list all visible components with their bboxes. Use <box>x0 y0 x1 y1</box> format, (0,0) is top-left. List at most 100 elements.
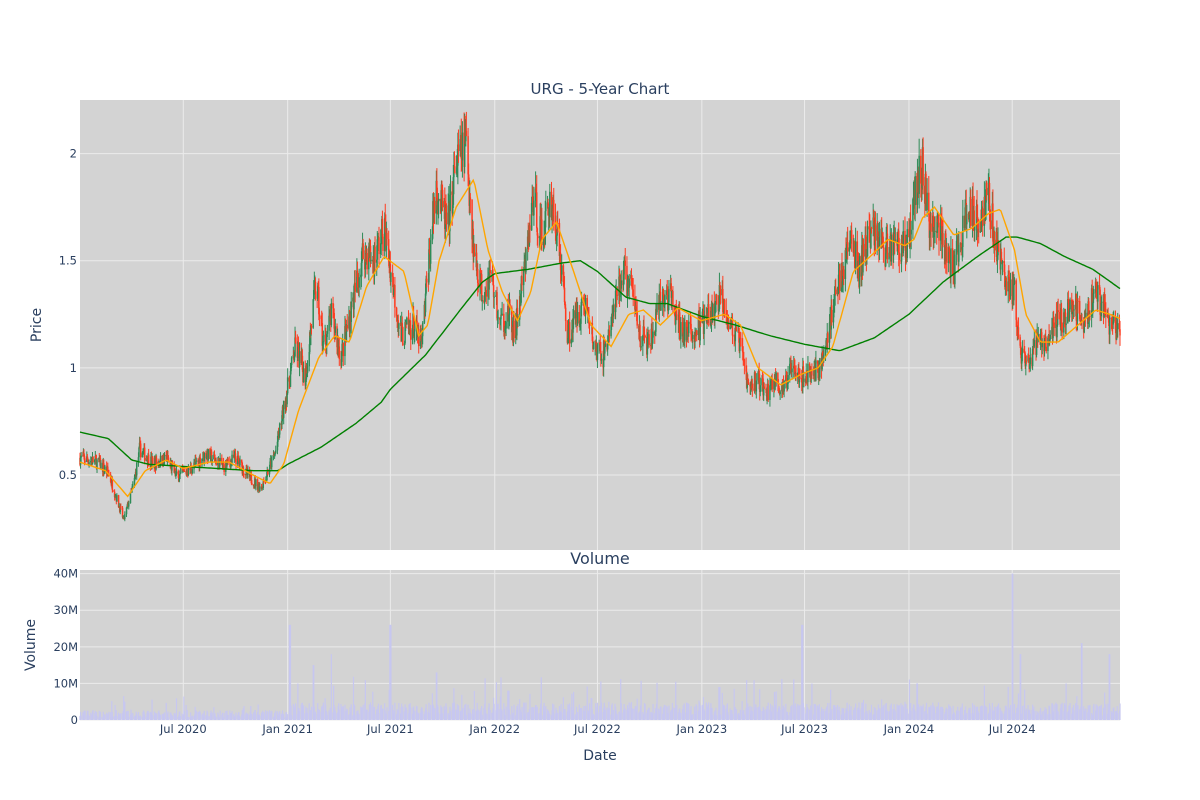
price-y-tick-label: 1.5 <box>59 254 77 268</box>
volume-bar <box>422 711 424 720</box>
candle-body <box>119 506 122 512</box>
volume-bar <box>477 709 479 720</box>
candle-body <box>628 278 630 288</box>
volume-bar <box>733 688 735 720</box>
candle-body <box>600 358 603 361</box>
candle-body <box>383 217 386 251</box>
volume-y-tick-label: 20M <box>53 640 78 654</box>
candle-body <box>631 281 633 288</box>
candle-body <box>876 223 879 239</box>
volume-bar <box>326 714 328 720</box>
candle-body <box>547 202 549 216</box>
candle-body <box>1119 329 1121 336</box>
candle-body <box>453 166 456 168</box>
volume-bar <box>1007 686 1009 720</box>
volume-bar <box>333 685 335 720</box>
candle-body <box>934 230 936 232</box>
candle-body <box>133 477 136 486</box>
candle-body <box>522 269 525 286</box>
candle-body <box>974 225 976 231</box>
candle-body <box>662 288 665 296</box>
volume-bar <box>221 712 224 720</box>
candle-body <box>849 235 852 241</box>
candle-body <box>276 441 279 451</box>
candle-body <box>848 247 851 252</box>
candle-body <box>233 454 236 458</box>
volume-bar <box>509 714 511 720</box>
candle-body <box>289 371 292 387</box>
candle-body <box>169 460 171 465</box>
volume-bar <box>493 703 495 720</box>
volume-bar <box>386 707 388 720</box>
candle-body <box>892 236 895 256</box>
candle-body <box>1025 360 1028 362</box>
candle-body <box>240 459 243 463</box>
candle-body <box>1004 272 1006 287</box>
candle-body <box>477 283 480 288</box>
volume-bar <box>575 706 578 720</box>
candle-body <box>429 240 432 264</box>
candle-body <box>129 491 132 504</box>
candle-body <box>1095 286 1098 288</box>
candlestick-series <box>79 111 1121 522</box>
candle-body <box>1063 312 1065 333</box>
candle-body <box>842 269 845 280</box>
x-axis-label: Date <box>583 748 616 764</box>
candle-body <box>607 335 609 342</box>
candle-body <box>420 335 422 340</box>
volume-bar <box>974 706 976 720</box>
volume-bar <box>803 707 805 720</box>
candle-body <box>1047 337 1049 352</box>
candle-body <box>1029 364 1031 370</box>
candle-body <box>1093 292 1095 294</box>
volume-bar <box>104 714 106 720</box>
candle-body <box>1065 323 1067 326</box>
candle-body <box>550 191 553 218</box>
volume-chart-title: Volume <box>570 549 630 568</box>
candle-body <box>338 346 341 360</box>
candle-body <box>541 219 543 246</box>
candle-body <box>661 288 664 305</box>
candle-body <box>194 459 196 465</box>
candle-body <box>171 463 174 465</box>
candle-body <box>640 346 642 348</box>
volume-bar <box>746 680 748 720</box>
volume-bar <box>255 714 257 720</box>
candle-body <box>124 514 126 519</box>
candle-body <box>468 182 470 206</box>
volume-bar <box>402 706 404 720</box>
candle-body <box>419 335 422 347</box>
candle-body <box>1040 332 1043 348</box>
volume-bar <box>136 713 138 720</box>
volume-bar <box>165 702 167 720</box>
candle-body <box>253 484 255 487</box>
candle-body <box>112 490 114 492</box>
volume-bar <box>692 713 694 720</box>
candle-body <box>910 229 912 235</box>
candle-body <box>663 305 666 307</box>
volume-bar <box>861 702 863 720</box>
candle-body <box>856 241 859 269</box>
volume-bar <box>382 708 384 720</box>
volume-bar <box>682 705 684 720</box>
volume-bar <box>731 713 734 720</box>
candle-body <box>521 276 523 286</box>
volume-bar <box>257 704 259 720</box>
candle-body <box>1027 355 1029 362</box>
volume-bar <box>793 679 795 720</box>
candle-body <box>278 423 281 435</box>
volume-bar <box>1045 708 1047 720</box>
candle-body <box>816 360 819 364</box>
candle-body <box>483 301 486 303</box>
volume-bar <box>878 708 881 720</box>
candle-body <box>346 325 348 329</box>
candle-body <box>570 339 573 344</box>
candle-body <box>534 188 537 201</box>
candle-body <box>218 461 221 470</box>
x-tick-label: Jan 2023 <box>676 722 728 736</box>
volume-bar <box>710 703 712 720</box>
volume-bar <box>283 713 285 720</box>
candle-body <box>302 368 305 383</box>
candle-body <box>1068 309 1071 318</box>
volume-bar <box>213 707 215 720</box>
